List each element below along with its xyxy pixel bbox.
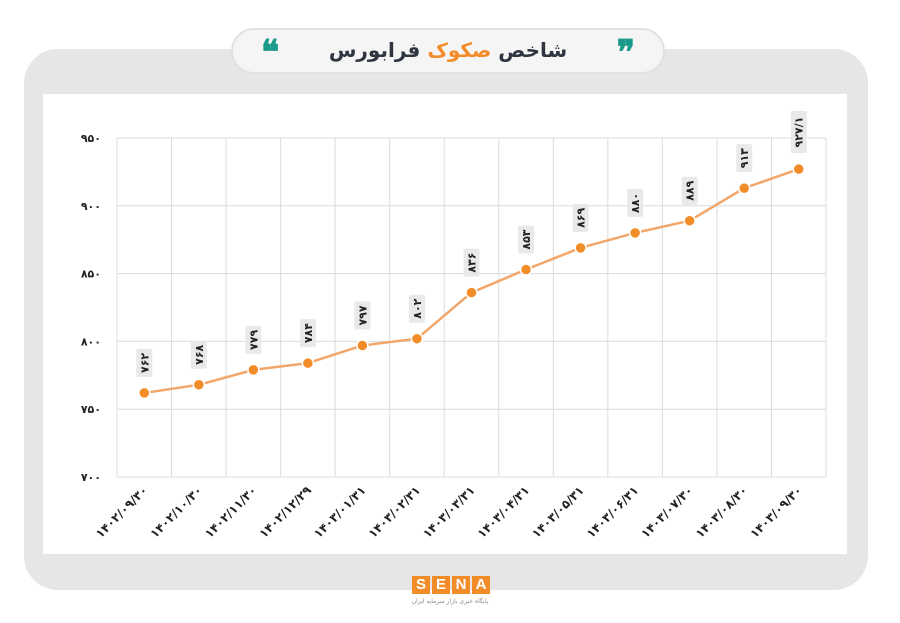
value-label-box [299, 319, 316, 348]
value-label: ۷۹۷ [356, 305, 369, 325]
value-label: ۸۵۳ [520, 229, 533, 249]
data-point [574, 241, 587, 255]
value-label-box [354, 301, 371, 330]
data-point [247, 363, 260, 377]
value-label: ۸۸۰ [629, 193, 642, 213]
data-point [301, 356, 315, 370]
value-label: ۷۶۸ [193, 344, 206, 364]
x-tick-label: ۱۴۰۳/۰۱/۳۱ [311, 483, 369, 541]
x-tick-label: ۱۴۰۳/۰۳/۳۱ [420, 483, 478, 541]
y-tick-label: ۹۰۰ [81, 200, 101, 213]
data-point [465, 286, 478, 299]
x-tick-label: ۱۴۰۳/۰۴/۳۱ [475, 483, 533, 541]
logo-letter: S [412, 576, 430, 594]
value-label: ۸۰۲ [411, 298, 424, 318]
x-tick-label: ۱۴۰۲/۱۱/۳۰ [202, 483, 260, 541]
data-point [138, 386, 151, 400]
value-label: ۷۸۴ [302, 323, 315, 343]
value-label: ۷۶۲ [138, 353, 151, 373]
value-label-box [190, 340, 207, 369]
value-label-box [736, 144, 753, 173]
y-tick-label: ۹۵۰ [81, 132, 101, 145]
data-point [792, 162, 805, 176]
value-label-box [681, 176, 698, 205]
value-label: ۷۷۹ [247, 330, 260, 350]
y-tick-label: ۷۵۰ [81, 403, 101, 416]
logo-subtitle: پایگاه خبری بازار سرمایه ایران [411, 598, 489, 605]
value-label: ۸۶۹ [575, 207, 588, 227]
sena-logo-mark: S E N A [412, 576, 490, 594]
value-label-box [572, 203, 589, 232]
value-label-box [518, 225, 535, 254]
data-point [192, 378, 206, 392]
x-tick-label: ۱۴۰۲/۱۰/۳۰ [147, 483, 205, 541]
x-tick-label: ۱۴۰۲/۱۲/۲۹ [256, 483, 314, 541]
value-label: ۹۱۳ [738, 148, 751, 168]
x-tick-label: ۱۴۰۳/۰۵/۳۱ [529, 483, 587, 541]
x-tick-label: ۱۴۰۳/۰۶/۳۱ [584, 483, 642, 541]
logo-letter: N [452, 576, 470, 594]
title-accent-word: صکوک [427, 38, 492, 62]
value-label-box [136, 348, 153, 377]
y-tick-label: ۸۵۰ [81, 268, 101, 281]
chart-title: شاخص صکوک فرابورس [233, 38, 663, 62]
x-tick-label: ۱۴۰۳/۰۷/۳۰ [638, 483, 696, 541]
title-word-3: فرابورس [328, 38, 421, 62]
data-point [628, 226, 642, 240]
value-label-box [245, 325, 262, 354]
y-tick-label: ۷۰۰ [81, 471, 101, 484]
data-point [683, 214, 696, 227]
x-tick-label: ۱۴۰۲/۰۹/۳۰ [93, 483, 151, 541]
data-point [519, 263, 533, 276]
x-tick-label: ۱۴۰۳/۰۲/۳۱ [366, 483, 424, 541]
value-label-box [627, 188, 644, 217]
title-banner: ❝ شاخص صکوک فرابورس ❞ [231, 28, 665, 74]
series-line [144, 167, 800, 395]
data-point [737, 181, 751, 195]
data-point [356, 339, 369, 352]
y-tick-label: ۸۰۰ [81, 335, 101, 348]
value-label-box [463, 248, 480, 277]
logo-letter: E [432, 576, 450, 594]
x-tick-label: ۱۴۰۳/۰۸/۳۰ [693, 483, 751, 541]
value-label: ۹۲۷/۱ [793, 117, 806, 148]
closing-quote-icon: ❞ [616, 33, 635, 73]
x-tick-label: ۱۴۰۳/۰۹/۳۰ [747, 483, 805, 541]
value-label: ۸۸۹ [684, 180, 697, 200]
title-word-1: شاخص [498, 38, 568, 62]
value-label-box [790, 111, 807, 154]
value-label-box [408, 294, 425, 323]
logo-letter: A [472, 576, 490, 594]
value-label: ۸۳۶ [466, 253, 479, 273]
data-point [410, 332, 424, 345]
opening-quote-icon: ❝ [261, 33, 280, 73]
sena-logo: S E N A پایگاه خبری بازار سرمایه ایران [404, 574, 496, 612]
